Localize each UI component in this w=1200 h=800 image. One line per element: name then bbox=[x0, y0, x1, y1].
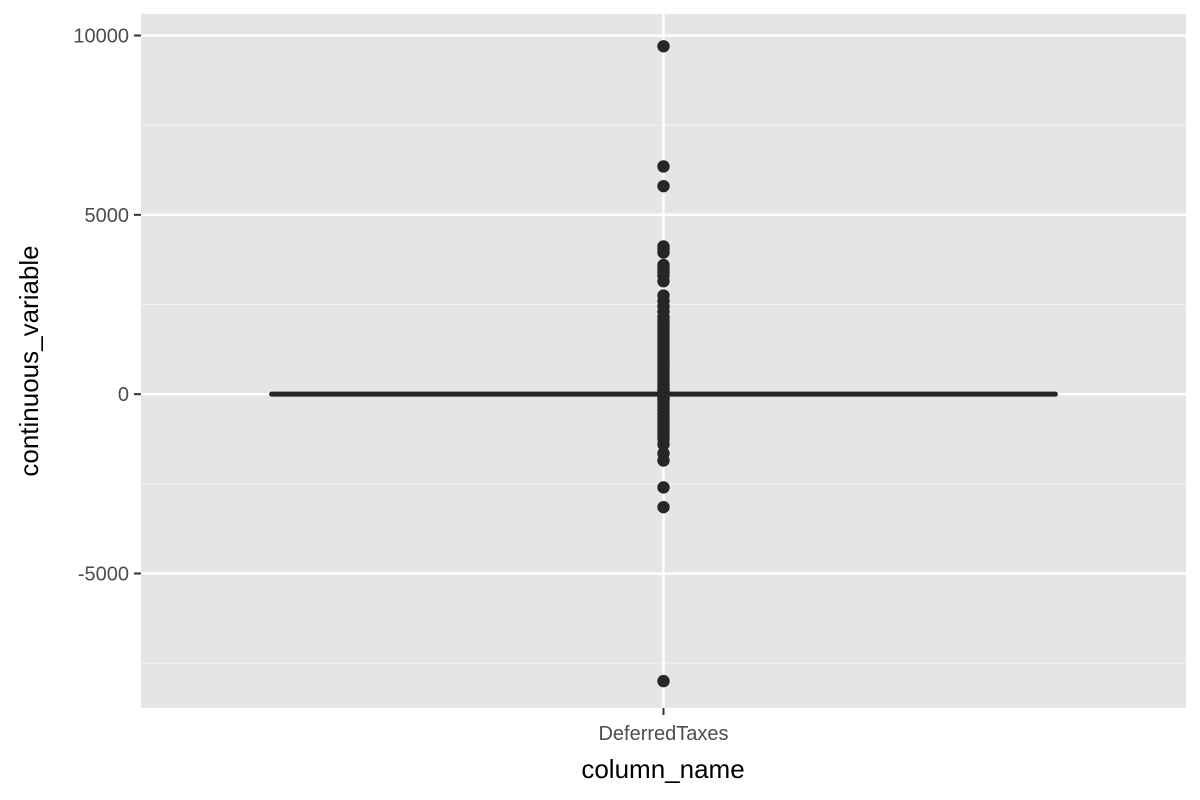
y-tick-label: -5000 bbox=[78, 564, 129, 586]
outlier-point bbox=[657, 246, 670, 259]
outlier-point bbox=[657, 481, 670, 494]
y-axis-title: continuous_variable bbox=[14, 245, 44, 476]
outlier-point bbox=[657, 179, 670, 193]
x-axis: DeferredTaxes bbox=[598, 708, 729, 745]
outlier-point bbox=[657, 500, 670, 514]
y-tick-label: 5000 bbox=[85, 205, 130, 227]
outlier-point bbox=[657, 438, 670, 451]
outlier-point bbox=[657, 674, 670, 688]
outlier-point bbox=[657, 454, 670, 467]
y-tick-label: 0 bbox=[118, 384, 129, 406]
y-axis: -5000 0 5000 10000 bbox=[73, 26, 141, 586]
y-tick-label: 10000 bbox=[73, 26, 129, 48]
outlier-points bbox=[657, 40, 670, 688]
outlier-point bbox=[657, 40, 670, 53]
outlier-point bbox=[657, 274, 670, 288]
x-axis-title: column_name bbox=[581, 754, 744, 784]
x-tick-label: DeferredTaxes bbox=[598, 723, 728, 745]
outlier-point bbox=[657, 160, 670, 173]
